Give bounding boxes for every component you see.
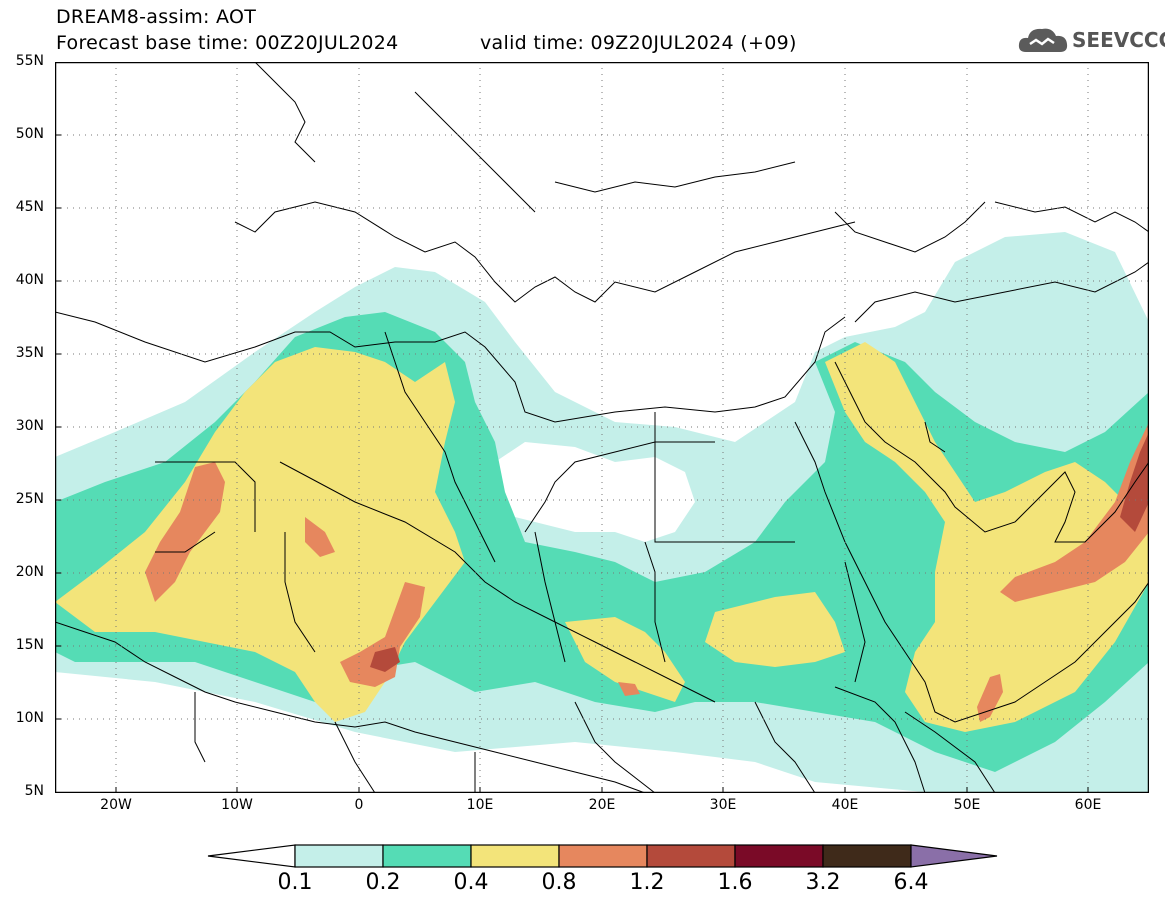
colorbar-label: 0.4	[453, 870, 489, 895]
aot-band-0.4-ethiopia	[705, 592, 845, 667]
colorbar-segment	[382, 844, 472, 868]
lon-label: 10W	[221, 797, 253, 813]
aot-band-0.8-sudan	[618, 682, 640, 696]
aot-band-0.4-arabia	[825, 342, 1149, 732]
lat-label: 45N	[15, 199, 44, 215]
lon-label: 40E	[831, 797, 859, 813]
lon-label: 10E	[466, 797, 494, 813]
colorbar-label: 6.4	[893, 870, 929, 895]
seevccc-logo: SEEVCCC	[1016, 22, 1165, 62]
lat-label: 15N	[15, 637, 44, 653]
lon-label: 20W	[100, 797, 132, 813]
colorbar-label: 3.2	[805, 870, 841, 895]
colorbar-segment	[734, 844, 824, 868]
aot-band-0.4	[55, 347, 465, 722]
colorbar-segment	[646, 844, 736, 868]
lat-label: 30N	[15, 418, 44, 434]
aot-map	[55, 62, 1149, 793]
colorbar-segment	[294, 844, 384, 868]
aot-band-0.8-mali	[305, 517, 335, 557]
colorbar-segment	[558, 844, 648, 868]
cloud-icon	[1018, 28, 1068, 52]
map-ticks	[55, 134, 1089, 793]
lon-label: 50E	[953, 797, 981, 813]
lon-label: 20E	[588, 797, 616, 813]
colorbar-label: 1.6	[717, 870, 753, 895]
lat-label: 10N	[15, 710, 44, 726]
logo-text: SEEVCCC	[1072, 28, 1165, 52]
colorbar-label: 0.2	[365, 870, 401, 895]
colorbar	[207, 844, 998, 868]
colorbar-label: 0.1	[277, 870, 313, 895]
lon-label: 0	[354, 797, 364, 813]
lat-label: 20N	[15, 564, 44, 580]
map-title: DREAM8-assim: AOT	[56, 6, 257, 28]
graticule	[55, 62, 1149, 793]
lon-label: 30E	[709, 797, 737, 813]
lat-label: 25N	[15, 491, 44, 507]
lon-label: 60E	[1074, 797, 1102, 813]
lat-label: 5N	[24, 783, 44, 799]
valid-time: valid time: 09Z20JUL2024 (+09)	[480, 32, 797, 54]
colorbar-segment	[910, 844, 998, 868]
lat-label: 35N	[15, 345, 44, 361]
lat-label: 55N	[15, 53, 44, 69]
coastlines-borders	[55, 62, 1149, 793]
aot-band-0.8-somalia	[977, 674, 1003, 722]
colorbar-segment	[470, 844, 560, 868]
aot-band-0.8-westsahara	[145, 462, 225, 602]
lat-label: 40N	[15, 272, 44, 288]
aot-band-1.2	[370, 647, 400, 672]
aot-band-0.8-oman	[1000, 422, 1149, 602]
aot-band-0.4-sudan	[565, 617, 685, 702]
colorbar-segment	[822, 844, 912, 868]
lat-label: 50N	[15, 126, 44, 142]
colorbar-label: 0.8	[541, 870, 577, 895]
colorbar-label: 1.2	[629, 870, 665, 895]
aot-band-0.8-niger	[340, 582, 425, 687]
forecast-base-time: Forecast base time: 00Z20JUL2024	[56, 32, 399, 54]
colorbar-segment	[207, 844, 296, 868]
